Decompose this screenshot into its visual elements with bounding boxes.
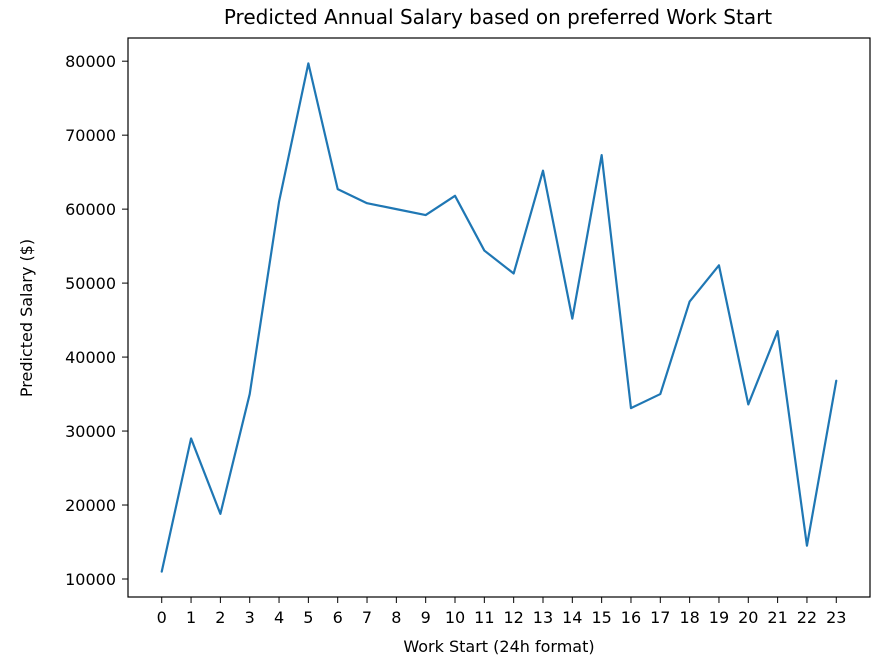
y-tick-label: 80000: [65, 52, 116, 71]
y-axis-label: Predicted Salary ($): [17, 239, 36, 397]
x-tick-label: 15: [591, 608, 611, 627]
x-tick-label: 5: [303, 608, 313, 627]
x-tick-label: 14: [562, 608, 582, 627]
y-tick-label: 60000: [65, 200, 116, 219]
x-axis-label: Work Start (24h format): [403, 637, 594, 656]
x-tick-label: 7: [362, 608, 372, 627]
chart-title: Predicted Annual Salary based on preferr…: [224, 5, 772, 29]
x-tick-label: 20: [738, 608, 758, 627]
y-tick-label: 10000: [65, 570, 116, 589]
x-tick-label: 16: [621, 608, 641, 627]
x-tick-label: 17: [650, 608, 670, 627]
x-tick-label: 21: [767, 608, 787, 627]
x-tick-label: 2: [215, 608, 225, 627]
x-tick-label: 18: [679, 608, 699, 627]
y-tick-label: 20000: [65, 496, 116, 515]
y-tick-label: 40000: [65, 348, 116, 367]
x-tick-label: 6: [333, 608, 343, 627]
x-tick-label: 22: [797, 608, 817, 627]
x-tick-label: 9: [421, 608, 431, 627]
y-tick-label: 70000: [65, 126, 116, 145]
series-line: [160, 62, 838, 573]
series-group: [160, 62, 838, 573]
y-axis: 10000 20000 30000 40000 50000 60000 70000 80000: [65, 52, 128, 589]
x-tick-label: 0: [157, 608, 167, 627]
x-tick-label: 23: [826, 608, 846, 627]
x-axis: 0 1 2 3 4 5 6 7 8 9 10 11 12 13 14 15 16 17 18 19 20 21 22 23: [157, 597, 846, 627]
x-tick-label: 19: [709, 608, 729, 627]
x-tick-label: 10: [445, 608, 465, 627]
x-tick-label: 3: [245, 608, 255, 627]
x-tick-label: 4: [274, 608, 284, 627]
x-tick-label: 8: [391, 608, 401, 627]
y-tick-label: 30000: [65, 422, 116, 441]
x-tick-label: 1: [186, 608, 196, 627]
plot-frame: [127, 37, 871, 598]
y-tick-label: 50000: [65, 274, 116, 293]
x-tick-label: 11: [474, 608, 494, 627]
x-tick-label: 12: [503, 608, 523, 627]
x-tick-label: 13: [533, 608, 553, 627]
